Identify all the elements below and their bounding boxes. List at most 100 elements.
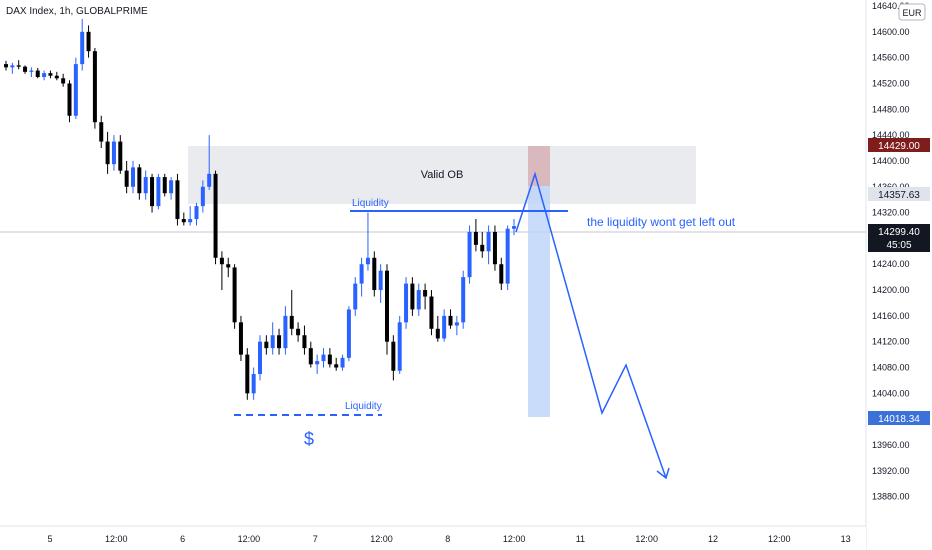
candle-body <box>124 170 129 187</box>
time-axis[interactable] <box>0 526 866 550</box>
candle-body <box>270 335 275 349</box>
candles <box>4 18 516 400</box>
time-tick-label: 12:00 <box>238 534 261 544</box>
candle-body <box>372 257 377 291</box>
time-tick-label: 13 <box>841 534 851 544</box>
price-tick-label: 14360.00 <box>872 182 910 192</box>
projected-path-arrowhead <box>656 467 670 480</box>
candle-body <box>150 177 155 207</box>
candle-body <box>308 348 313 365</box>
time-tick-label: 11 <box>576 534 585 544</box>
candle-body <box>54 75 59 79</box>
candle-body <box>423 290 428 297</box>
candle-body <box>137 167 142 194</box>
candle-body <box>48 73 53 76</box>
lower-liquidity-label: Liquidity <box>345 401 382 412</box>
price-tick-label: 14440.00 <box>872 130 910 140</box>
candle-body <box>467 231 472 278</box>
projected-path[interactable] <box>515 171 667 479</box>
candle-body <box>10 65 15 68</box>
candle-body <box>334 364 339 368</box>
ob-bottom-price-label: 14357.63 <box>868 187 930 201</box>
candle-body <box>92 51 97 123</box>
candle-body <box>175 180 180 220</box>
chart-title: DAX Index, 1h, GLOBALPRIME <box>6 6 148 17</box>
candle-body <box>118 141 123 171</box>
candle-body <box>213 173 218 258</box>
candle-body <box>315 361 320 365</box>
candle-body <box>16 65 21 67</box>
candle-body <box>410 283 415 310</box>
candle-body <box>111 141 116 165</box>
candle-body <box>105 141 110 165</box>
candle-body <box>4 64 8 68</box>
candle-body <box>435 328 440 339</box>
time-tick-label: 5 <box>47 534 52 544</box>
price-tick-label: 14120.00 <box>872 337 910 347</box>
time-tick-label: 12:00 <box>370 534 393 544</box>
target-zone[interactable] <box>528 186 550 417</box>
candle-body <box>346 309 351 358</box>
candle-body <box>277 335 282 349</box>
candle-body <box>397 322 402 371</box>
candle-body <box>258 341 262 374</box>
time-tick-label: 12:00 <box>105 534 128 544</box>
time-tick-label: 7 <box>313 534 318 544</box>
candle-body <box>429 296 434 329</box>
svg-text:14357.63: 14357.63 <box>878 190 920 201</box>
time-tick-label: 12:00 <box>768 534 791 544</box>
candle-body <box>232 267 237 323</box>
price-tick-label: 14200.00 <box>872 285 910 295</box>
svg-text:14018.34: 14018.34 <box>878 414 920 425</box>
price-tick-label: 13880.00 <box>872 492 910 502</box>
dollar-sign: $ <box>304 429 314 449</box>
time-ticks: 5 12:00 6 12:00 7 12:00 8 12:00 11 12:00 12 12:00 13 <box>47 534 850 544</box>
candle-body <box>416 290 421 310</box>
candle-body <box>29 70 34 72</box>
candle-body <box>131 167 135 187</box>
price-tick-label: 14520.00 <box>872 78 910 88</box>
candle-body <box>404 283 409 323</box>
countdown-value: 45:05 <box>886 240 911 251</box>
time-tick-label: 6 <box>180 534 185 544</box>
candle-body <box>42 73 47 78</box>
candle-body <box>156 177 161 207</box>
price-tick-label: 14600.00 <box>872 27 910 37</box>
price-tick-label: 14240.00 <box>872 259 910 269</box>
candle-body <box>340 357 345 368</box>
price-tick-label: 14480.00 <box>872 104 910 114</box>
upper-liquidity-label: Liquidity <box>352 198 389 209</box>
candle-body <box>188 219 193 223</box>
candle-body <box>454 322 459 326</box>
price-tick-label: 14040.00 <box>872 388 910 398</box>
candle-body <box>35 70 40 78</box>
valid-ob-label: Valid OB <box>421 169 464 181</box>
candle-body <box>473 231 478 245</box>
candle-body <box>207 173 212 187</box>
candle-body <box>99 122 104 142</box>
valid-ob-zone[interactable] <box>188 146 696 204</box>
svg-text:14429.00: 14429.00 <box>878 141 920 152</box>
candle-body <box>353 283 358 310</box>
candle-body <box>302 335 307 349</box>
candle-body <box>289 315 294 329</box>
candle-body <box>283 315 288 349</box>
ob-top-price-label: 14429.00 <box>868 138 930 152</box>
candle-body <box>23 66 28 72</box>
time-tick-label: 12:00 <box>503 534 526 544</box>
candle-body <box>512 226 516 229</box>
time-tick-label: 8 <box>445 534 450 544</box>
candle-body <box>67 83 72 116</box>
candle-body <box>385 270 389 342</box>
price-axis[interactable] <box>866 0 932 550</box>
currency-badge[interactable]: EUR <box>898 3 926 21</box>
price-tick-label: 14640.00 <box>872 1 910 11</box>
candle-body <box>143 177 148 194</box>
candle-body <box>251 373 256 394</box>
candle-body <box>378 270 383 291</box>
candle-body <box>200 186 205 207</box>
price-tick-label: 14080.00 <box>872 363 910 373</box>
candle-body <box>448 315 453 326</box>
stop-zone[interactable] <box>528 146 550 186</box>
